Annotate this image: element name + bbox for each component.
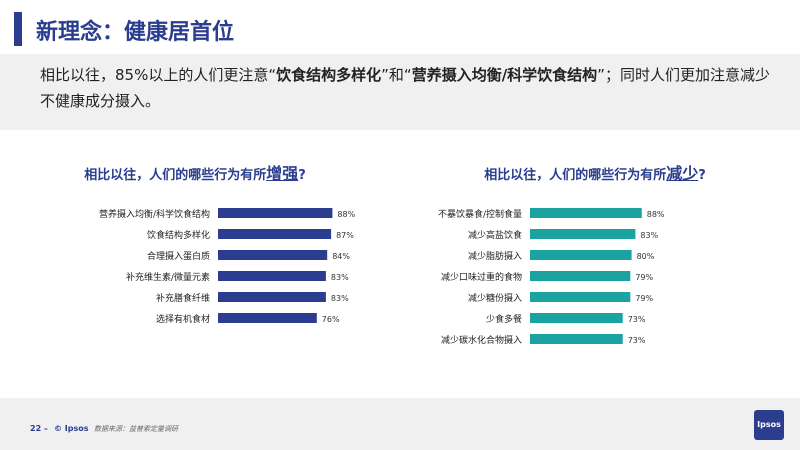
intro-bold1: 饮食结构多样化: [276, 66, 382, 84]
increase-category-label: 饮食结构多样化: [147, 229, 210, 241]
decrease-bar: [530, 208, 642, 218]
increase-value-label: 83%: [331, 273, 349, 282]
increase-title-highlight: 增强: [266, 164, 299, 183]
intro-bold2: 营养摄入均衡/科学饮食结构: [411, 66, 598, 84]
increase-bar: [218, 313, 317, 323]
increase-chart-title: 相比以往，人们的哪些行为有所增强?: [0, 160, 390, 184]
decrease-bar: [530, 334, 623, 344]
decrease-value-label: 79%: [635, 294, 653, 303]
increase-bar: [218, 208, 333, 218]
increase-chart-panel: 相比以往，人们的哪些行为有所增强? 营养摄入均衡/科学饮食结构 88% 饮食结构多样…: [0, 160, 390, 360]
increase-value-label: 76%: [322, 315, 340, 324]
decrease-chart-panel: 相比以往，人们的哪些行为有所减少? 不暴饮暴食/控制食量 88% 减少高盐饮食 83%…: [400, 160, 790, 360]
footer: [0, 398, 800, 450]
increase-value-label: 87%: [336, 231, 354, 240]
decrease-category-label: 减少糖份摄入: [468, 292, 522, 304]
decrease-category-label: 减少口味过重的食物: [441, 271, 522, 283]
increase-value-label: 83%: [331, 294, 349, 303]
decrease-category-label: 减少脂肪摄入: [468, 250, 522, 262]
decrease-value-label: 83%: [640, 231, 658, 240]
increase-bar-chart: 营养摄入均衡/科学饮食结构 88% 饮食结构多样化 87% 合理摄入蛋白质 84% 补充维生…: [99, 208, 356, 325]
intro-panel: 相比以往，85%以上的人们更注意“饮食结构多样化”和“营养摄入均衡/科学饮食结构…: [0, 54, 800, 130]
decrease-bar-chart: 不暴饮暴食/控制食量 88% 减少高盐饮食 83% 减少脂肪摄入 80% 减少口味过重的食物…: [438, 208, 665, 346]
decrease-bar: [530, 250, 632, 260]
decrease-category-label: 不暴饮暴食/控制食量: [438, 208, 522, 220]
intro-part3: ”；同时人们更加注意减少不健康成分摄入。: [40, 66, 770, 110]
decrease-value-label: 88%: [647, 210, 665, 219]
decrease-title-suffix: ?: [698, 168, 706, 183]
decrease-bar: [530, 271, 631, 281]
increase-bar: [218, 292, 326, 302]
intro-text: 相比以往，85%以上的人们更注意“饮食结构多样化”和“营养摄入均衡/科学饮食结构…: [40, 62, 780, 114]
intro-part2: ”和“: [381, 66, 412, 84]
decrease-category-label: 减少碳水化合物摄入: [441, 334, 522, 346]
decrease-value-label: 73%: [628, 336, 646, 345]
intro-part1: 相比以往，85%以上的人们更注意“: [40, 66, 277, 84]
increase-category-label: 补充膳食纤维: [156, 292, 210, 304]
increase-category-label: 选择有机食材: [156, 313, 210, 325]
increase-title-suffix: ?: [298, 168, 306, 183]
increase-category-label: 营养摄入均衡/科学饮食结构: [99, 208, 210, 220]
decrease-bar: [530, 229, 636, 239]
copyright: © Ipsos: [54, 424, 89, 433]
decrease-title-highlight: 减少: [666, 164, 699, 183]
data-source: 数据来源：益普索定量调研: [94, 425, 178, 433]
increase-category-label: 补充维生素/微量元素: [126, 271, 210, 283]
increase-value-label: 84%: [332, 252, 350, 261]
ipsos-logo: Ipsos: [754, 410, 784, 440]
increase-bar: [218, 229, 332, 239]
decrease-category-label: 减少高盐饮食: [468, 229, 522, 241]
decrease-value-label: 73%: [628, 315, 646, 324]
decrease-bar: [530, 313, 623, 323]
increase-bar: [218, 250, 328, 260]
decrease-bar: [530, 292, 631, 302]
title-accent-bar: [14, 12, 22, 46]
decrease-chart-title: 相比以往，人们的哪些行为有所减少?: [400, 160, 790, 184]
decrease-value-label: 80%: [637, 252, 655, 261]
decrease-title-prefix: 相比以往，人们的哪些行为有所: [484, 168, 667, 183]
page-number: 22 –: [30, 424, 48, 433]
increase-bar: [218, 271, 326, 281]
increase-category-label: 合理摄入蛋白质: [147, 250, 210, 262]
decrease-category-label: 少食多餐: [486, 313, 522, 325]
increase-title-prefix: 相比以往，人们的哪些行为有所: [84, 168, 267, 183]
increase-value-label: 88%: [337, 210, 355, 219]
slide-title: 新理念：健康居首位: [36, 20, 235, 45]
decrease-value-label: 79%: [635, 273, 653, 282]
